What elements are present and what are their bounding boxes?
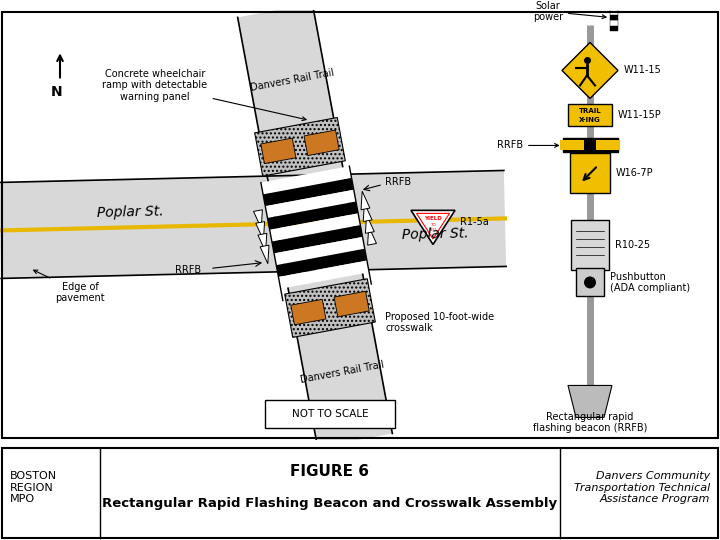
Polygon shape — [334, 291, 369, 317]
Polygon shape — [562, 43, 618, 98]
Polygon shape — [366, 215, 374, 233]
Polygon shape — [276, 249, 367, 277]
Polygon shape — [368, 227, 377, 245]
Text: TRAIL: TRAIL — [579, 109, 601, 114]
Text: FIGURE 6: FIGURE 6 — [290, 464, 369, 479]
Text: X-ING: X-ING — [579, 118, 601, 124]
Text: Rectangular Rapid Flashing Beacon and Crosswalk Assembly: Rectangular Rapid Flashing Beacon and Cr… — [102, 497, 557, 510]
Polygon shape — [258, 233, 267, 252]
Polygon shape — [238, 3, 392, 448]
Bar — [610, 9, 618, 15]
Text: Rectangular rapid
flashing beacon (RRFB): Rectangular rapid flashing beacon (RRFB) — [533, 411, 647, 433]
Polygon shape — [279, 260, 369, 289]
Text: BOSTON
REGION
MPO: BOSTON REGION MPO — [10, 471, 57, 504]
Polygon shape — [363, 203, 372, 221]
Text: R10-25: R10-25 — [615, 240, 650, 251]
Polygon shape — [272, 225, 363, 253]
Polygon shape — [261, 166, 351, 194]
Polygon shape — [284, 279, 375, 338]
Text: W11-15: W11-15 — [624, 65, 662, 76]
Polygon shape — [255, 118, 346, 176]
Text: Concrete wheelchair
ramp with detectable
warning panel: Concrete wheelchair ramp with detectable… — [102, 69, 306, 120]
Text: RRFB: RRFB — [175, 266, 201, 275]
Text: Proposed 10-foot-wide
crosswalk: Proposed 10-foot-wide crosswalk — [385, 312, 494, 333]
Bar — [560, 140, 584, 151]
Polygon shape — [291, 299, 326, 325]
Bar — [562, 138, 618, 152]
Polygon shape — [304, 130, 339, 156]
Text: R1-5a: R1-5a — [460, 218, 489, 227]
Polygon shape — [265, 190, 356, 218]
Circle shape — [584, 276, 596, 288]
Text: Edge of
pavement: Edge of pavement — [34, 270, 105, 303]
Text: Poplar St.: Poplar St. — [402, 227, 469, 242]
Bar — [571, 220, 609, 271]
Bar — [610, 15, 618, 21]
Polygon shape — [270, 213, 360, 241]
Text: NOT TO SCALE: NOT TO SCALE — [292, 409, 369, 420]
Text: YIELD: YIELD — [424, 216, 442, 221]
Polygon shape — [411, 211, 455, 245]
Polygon shape — [263, 178, 354, 206]
Text: Poplar St.: Poplar St. — [96, 205, 163, 220]
Text: Danvers Rail Trail: Danvers Rail Trail — [300, 360, 384, 385]
Bar — [610, 20, 618, 26]
Text: W16-7P: W16-7P — [616, 168, 654, 178]
Text: RRFB: RRFB — [385, 178, 411, 187]
Text: TO
PED: TO PED — [429, 223, 437, 232]
Text: N: N — [51, 85, 63, 99]
Text: Solar
power: Solar power — [533, 1, 606, 22]
Polygon shape — [260, 245, 269, 264]
Polygon shape — [568, 386, 612, 417]
Text: Danvers Community
Transportation Technical
Assistance Program: Danvers Community Transportation Technic… — [574, 471, 710, 504]
Text: W11-15P: W11-15P — [618, 111, 662, 120]
Bar — [265, 401, 395, 428]
Polygon shape — [274, 237, 365, 265]
Bar — [610, 3, 618, 9]
Polygon shape — [253, 210, 262, 228]
Polygon shape — [256, 221, 264, 240]
Polygon shape — [0, 171, 506, 279]
Text: Danvers Rail Trail: Danvers Rail Trail — [249, 68, 335, 93]
Text: Pushbutton
(ADA compliant): Pushbutton (ADA compliant) — [610, 272, 690, 293]
Polygon shape — [361, 191, 370, 210]
Bar — [576, 268, 604, 296]
Bar — [610, 26, 618, 31]
Bar — [568, 104, 612, 126]
Polygon shape — [267, 201, 358, 230]
Bar — [570, 153, 610, 193]
Bar — [596, 140, 620, 151]
Text: RRFB: RRFB — [497, 140, 559, 151]
Polygon shape — [261, 138, 296, 164]
